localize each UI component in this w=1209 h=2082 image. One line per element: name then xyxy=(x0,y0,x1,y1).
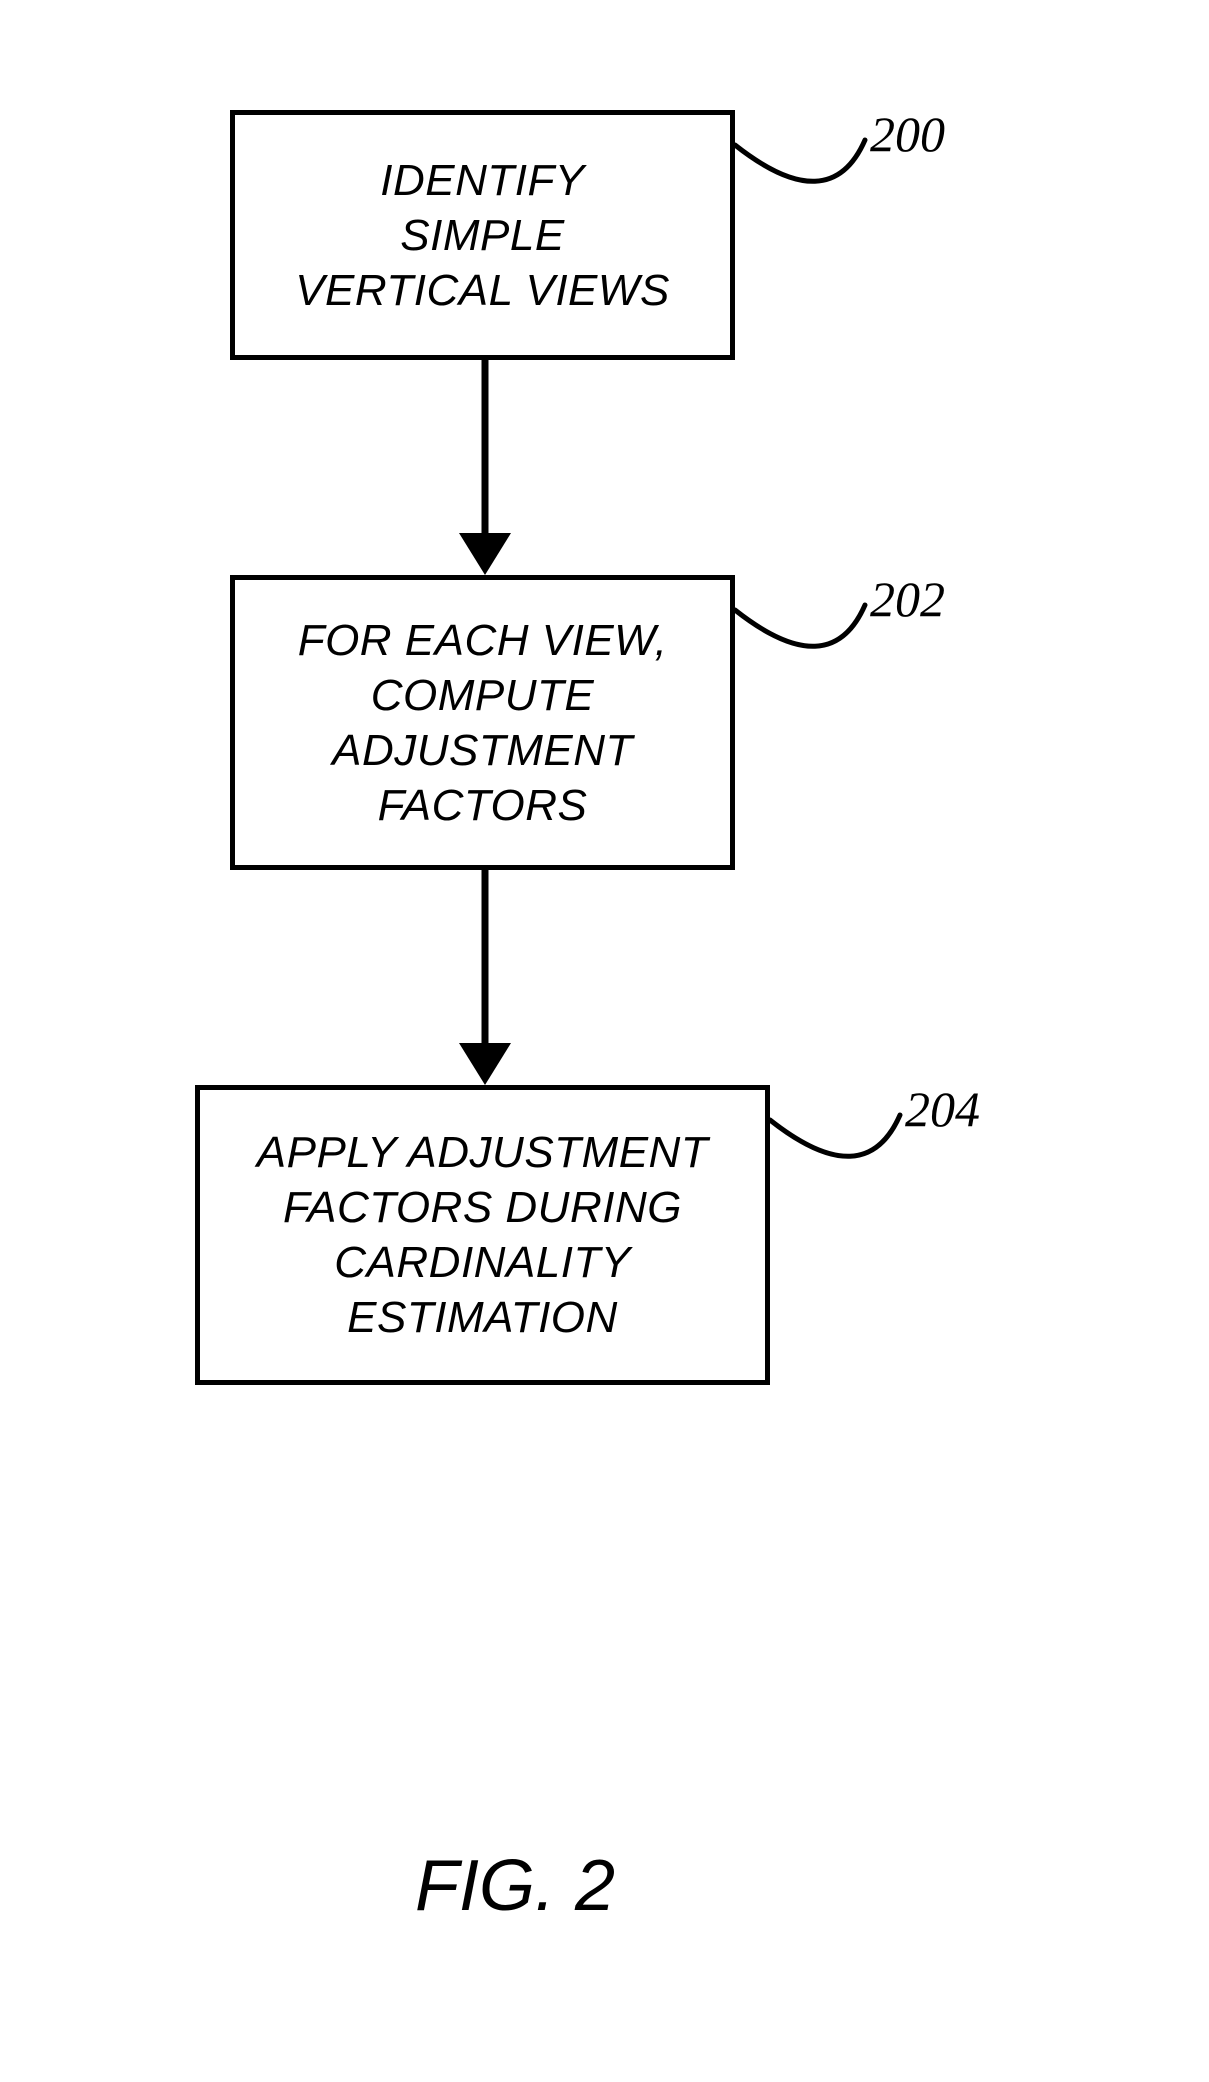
flow-node-apply-factors: APPLY ADJUSTMENT FACTORS DURING CARDINAL… xyxy=(195,1085,770,1385)
ref-leader-204 xyxy=(760,1105,910,1205)
ref-label-202: 202 xyxy=(870,570,945,628)
ref-leader-200 xyxy=(725,130,875,230)
flowchart-canvas: IDENTIFY SIMPLE VERTICAL VIEWS 200 FOR E… xyxy=(0,0,1209,2082)
ref-label-200: 200 xyxy=(870,105,945,163)
flow-node-text: IDENTIFY SIMPLE VERTICAL VIEWS xyxy=(295,153,670,318)
ref-leader-202 xyxy=(725,595,875,695)
flow-arrow-2 xyxy=(459,870,511,1085)
flow-node-compute-factors: FOR EACH VIEW, COMPUTE ADJUSTMENT FACTOR… xyxy=(230,575,735,870)
flow-node-text: APPLY ADJUSTMENT FACTORS DURING CARDINAL… xyxy=(257,1125,708,1345)
ref-label-204: 204 xyxy=(905,1080,980,1138)
figure-label: FIG. 2 xyxy=(415,1845,615,1927)
flow-node-identify-views: IDENTIFY SIMPLE VERTICAL VIEWS xyxy=(230,110,735,360)
flow-node-text: FOR EACH VIEW, COMPUTE ADJUSTMENT FACTOR… xyxy=(298,613,668,833)
flow-arrow-1 xyxy=(459,360,511,575)
